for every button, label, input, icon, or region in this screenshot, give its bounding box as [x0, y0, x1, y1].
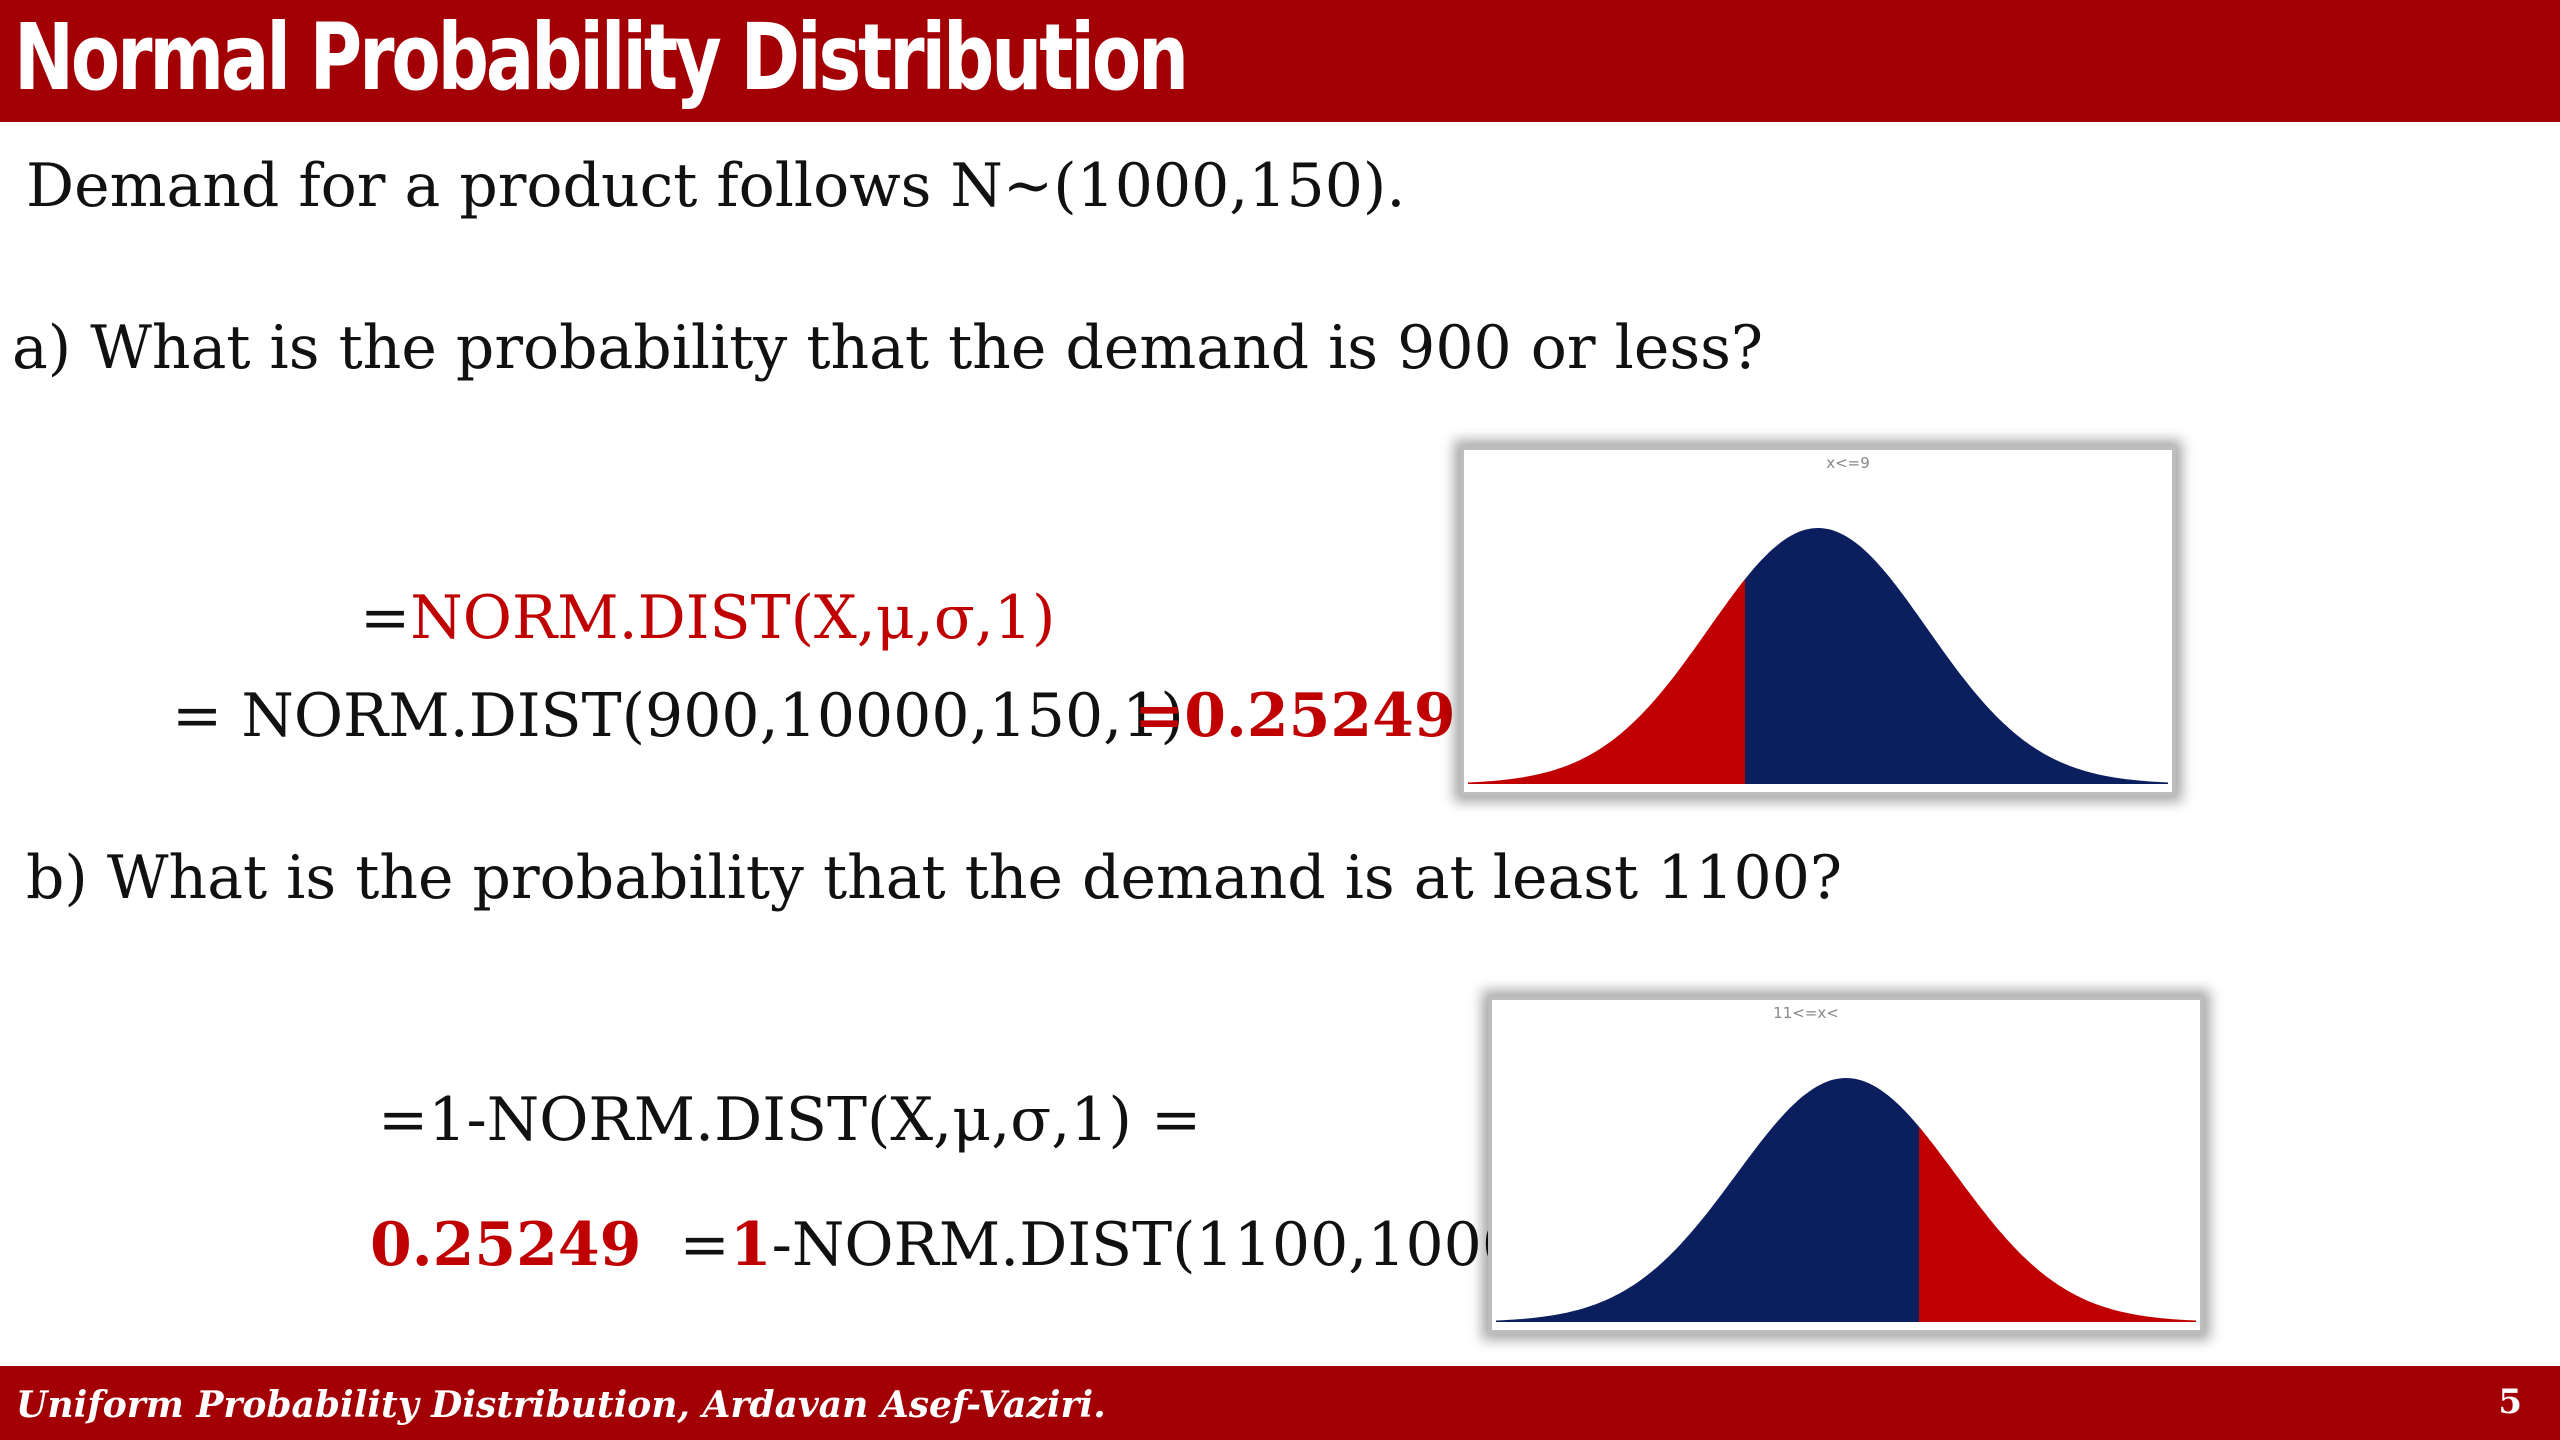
chart-a: x<=9 [1460, 446, 2176, 796]
calc-b-rest: -NORM.DIST(1100,1000,150,1 [771, 1213, 1500, 1280]
chart-label: x<=9 [1826, 454, 1870, 472]
calc-b-row: 0.25249 =1-NORM.DIST(1100,1000,150,1 [370, 1213, 1500, 1293]
footer-text: Uniform Probability Distribution, Ardava… [16, 1384, 1106, 1426]
formula-a: =NORM.DIST(X,μ,σ,1) [360, 588, 1055, 648]
calc-b-one: 1 [729, 1213, 772, 1280]
chart-b: 11<=x< [1488, 996, 2204, 1334]
formula-a-prefix: = [360, 583, 411, 653]
footer-bar: Uniform Probability Distribution, Ardava… [0, 1366, 2560, 1440]
intro-text: Demand for a product follows N~(1000,150… [26, 151, 1406, 221]
question-b: b) What is the probability that the dema… [26, 843, 1843, 913]
result-b: 0.25249 [370, 1213, 642, 1280]
chart-label: 11<=x< [1773, 1004, 1839, 1022]
question-a: a) What is the probability that the dema… [12, 313, 1764, 383]
formula-b: =1-NORM.DIST(X,μ,σ,1) = [378, 1085, 1202, 1155]
chart-a-svg: x<=9 [1468, 454, 2168, 784]
shaded-tail-area [1919, 1126, 2196, 1322]
curve-body-area [1745, 528, 2168, 784]
calc-a: = NORM.DIST(900,10000,150,1) [172, 681, 1184, 751]
curve-body-area [1496, 1078, 1919, 1322]
formula-a-function: NORM.DIST(X,μ,σ,1) [410, 583, 1056, 653]
shaded-tail-area [1468, 579, 1745, 784]
chart-b-svg: 11<=x< [1496, 1004, 2196, 1322]
page-number: 5 [2498, 1382, 2522, 1422]
slide-title: Normal Probability Distribution [14, 4, 1189, 111]
result-a: =0.25249 [1134, 681, 1456, 751]
calc-b-eq: = [679, 1213, 730, 1280]
title-bar: Normal Probability Distribution [0, 0, 2560, 122]
